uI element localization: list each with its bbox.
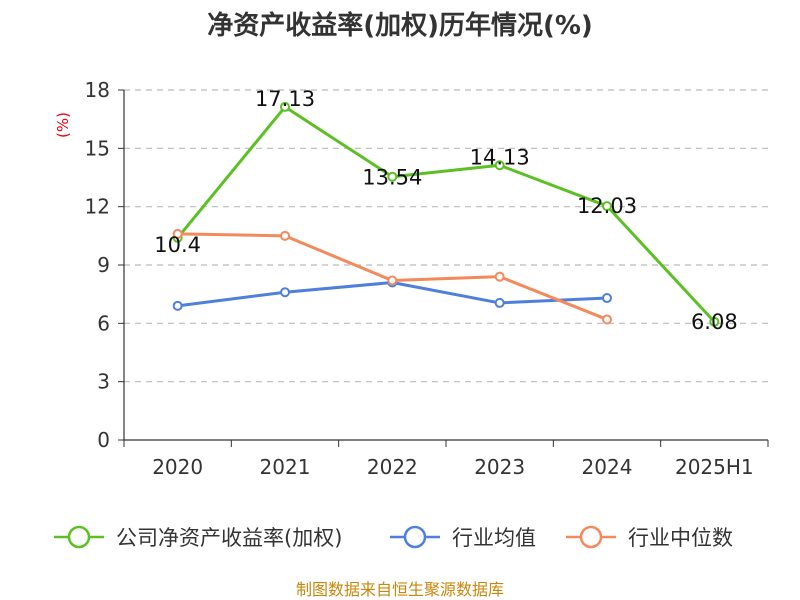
series bbox=[172, 101, 720, 327]
y-tick-label: 12 bbox=[85, 195, 110, 219]
data-point bbox=[387, 171, 398, 182]
legend-swatch-marker bbox=[67, 525, 91, 549]
data-point bbox=[172, 228, 183, 239]
grid bbox=[124, 89, 768, 383]
data-point bbox=[280, 287, 290, 298]
legend-label: 公司净资产收益率(加权) bbox=[116, 526, 342, 550]
data-labels: 10.4 17.13 13.54 14.13 12.03 6.08 bbox=[154, 87, 737, 334]
legend-swatch-marker bbox=[403, 525, 427, 549]
y-tick-label: 15 bbox=[85, 136, 110, 160]
data-label: 10.4 bbox=[154, 233, 201, 257]
x-tick-label: 2020 bbox=[152, 455, 203, 479]
x-tick-label: 2025H1 bbox=[675, 455, 754, 479]
y-tick-label: 0 bbox=[97, 428, 110, 452]
y-tick-label: 18 bbox=[85, 78, 110, 102]
data-point bbox=[280, 230, 290, 241]
y-axis-unit: (%) bbox=[54, 112, 72, 138]
data-point bbox=[602, 293, 612, 304]
series-line-0 bbox=[176, 105, 716, 323]
legend-label: 行业中位数 bbox=[628, 526, 733, 550]
legend-item: 行业中位数 bbox=[566, 525, 733, 550]
x-tick-label: 2024 bbox=[582, 455, 633, 479]
x-tick-label: 2021 bbox=[260, 455, 311, 479]
x-tick-label: 2022 bbox=[367, 455, 418, 479]
legend: 公司净资产收益率(加权) 行业均值 行业中位数 bbox=[54, 525, 733, 550]
legend-item: 行业均值 bbox=[390, 525, 536, 550]
data-point bbox=[494, 160, 505, 171]
data-label: 13.54 bbox=[362, 166, 422, 190]
axes: 0 3 6 9 12 15 18 2020 2021 2022 2023 2024 2025H1 bbox=[85, 78, 769, 479]
data-point bbox=[494, 271, 505, 282]
data-point bbox=[172, 300, 183, 311]
source-note: 制图数据来自恒生聚源数据库 bbox=[296, 580, 504, 599]
data-point bbox=[602, 314, 612, 325]
x-tick-label: 2023 bbox=[474, 455, 525, 479]
y-tick-label: 9 bbox=[97, 253, 110, 277]
data-point bbox=[602, 201, 612, 212]
data-point bbox=[709, 316, 720, 327]
y-tick-label: 3 bbox=[97, 370, 110, 394]
chart-title: 净资产收益率(加权)历年情况(%) bbox=[207, 10, 593, 41]
y-tick-label: 6 bbox=[97, 311, 110, 335]
data-label: 12.03 bbox=[577, 194, 637, 218]
legend-swatch-marker bbox=[579, 525, 603, 549]
data-label: 17.13 bbox=[255, 87, 315, 111]
legend-item: 公司净资产收益率(加权) bbox=[54, 525, 342, 550]
data-point bbox=[280, 101, 290, 112]
data-label: 6.08 bbox=[691, 310, 738, 334]
legend-label: 行业均值 bbox=[452, 526, 536, 550]
data-point bbox=[494, 297, 505, 308]
data-point bbox=[387, 275, 398, 286]
data-label: 14.13 bbox=[470, 145, 530, 169]
